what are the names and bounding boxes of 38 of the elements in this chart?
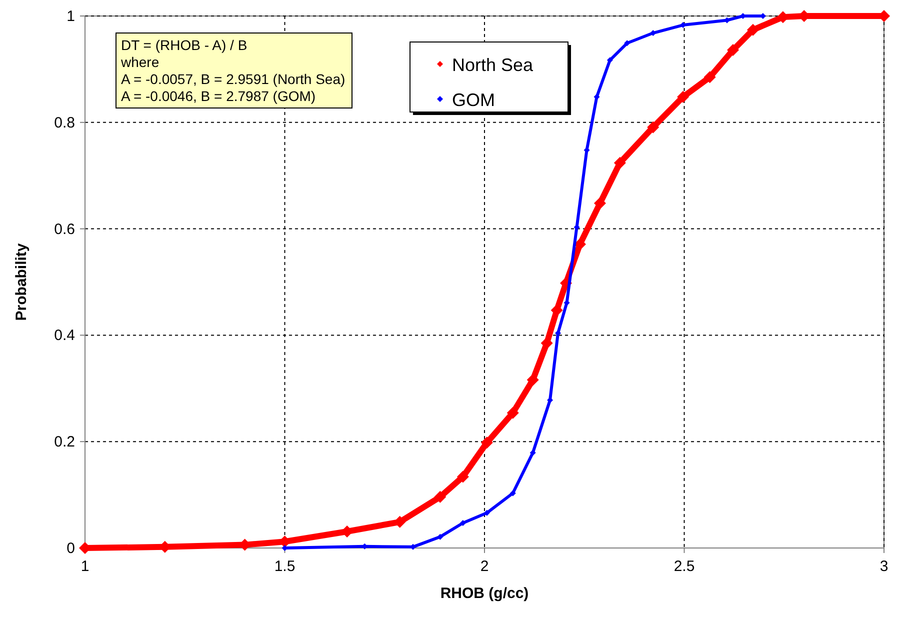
y-tick-label: 0.4 (54, 327, 75, 344)
point (594, 197, 606, 210)
point (434, 490, 446, 503)
x-axis-title: RHOB (g/cc) (440, 585, 529, 602)
y-tick-label: 0.8 (54, 114, 75, 132)
x-tick-label: 1 (80, 558, 90, 575)
legend-label: North Sea (452, 55, 534, 75)
point (614, 156, 626, 169)
point (510, 490, 516, 496)
point (624, 40, 630, 46)
point (540, 337, 553, 350)
x-tick-label: 3 (880, 558, 888, 575)
x-tick-label: 2 (480, 558, 489, 575)
annotation: A = -0.0046, B = 2.7987 (GOM) (121, 88, 316, 104)
point (647, 121, 660, 134)
annotation: A = -0.0057, B = 2.9591 (North Sea) (121, 71, 346, 87)
point (480, 436, 493, 449)
y-tick-label: 0.2 (54, 434, 75, 451)
point (460, 520, 466, 526)
y-tick-label: 0 (66, 540, 75, 557)
point (726, 44, 739, 56)
x-tick-label: 2.5 (674, 558, 695, 575)
point (456, 470, 469, 483)
annotation: where (120, 54, 160, 70)
point (746, 24, 759, 36)
point (704, 71, 716, 84)
y-axis-title: Probability (13, 242, 30, 321)
point (437, 534, 444, 540)
y-tick-label: 1 (66, 8, 75, 25)
point (526, 374, 539, 386)
point (506, 406, 519, 419)
annotation: DT = (RHOB - A) / B (121, 37, 248, 53)
y-tick-label: 0.6 (54, 220, 75, 238)
point (677, 90, 690, 103)
legend-label: GOM (452, 90, 495, 110)
point (530, 450, 536, 456)
point (484, 510, 490, 516)
x-tick-label: 1.5 (274, 558, 296, 575)
